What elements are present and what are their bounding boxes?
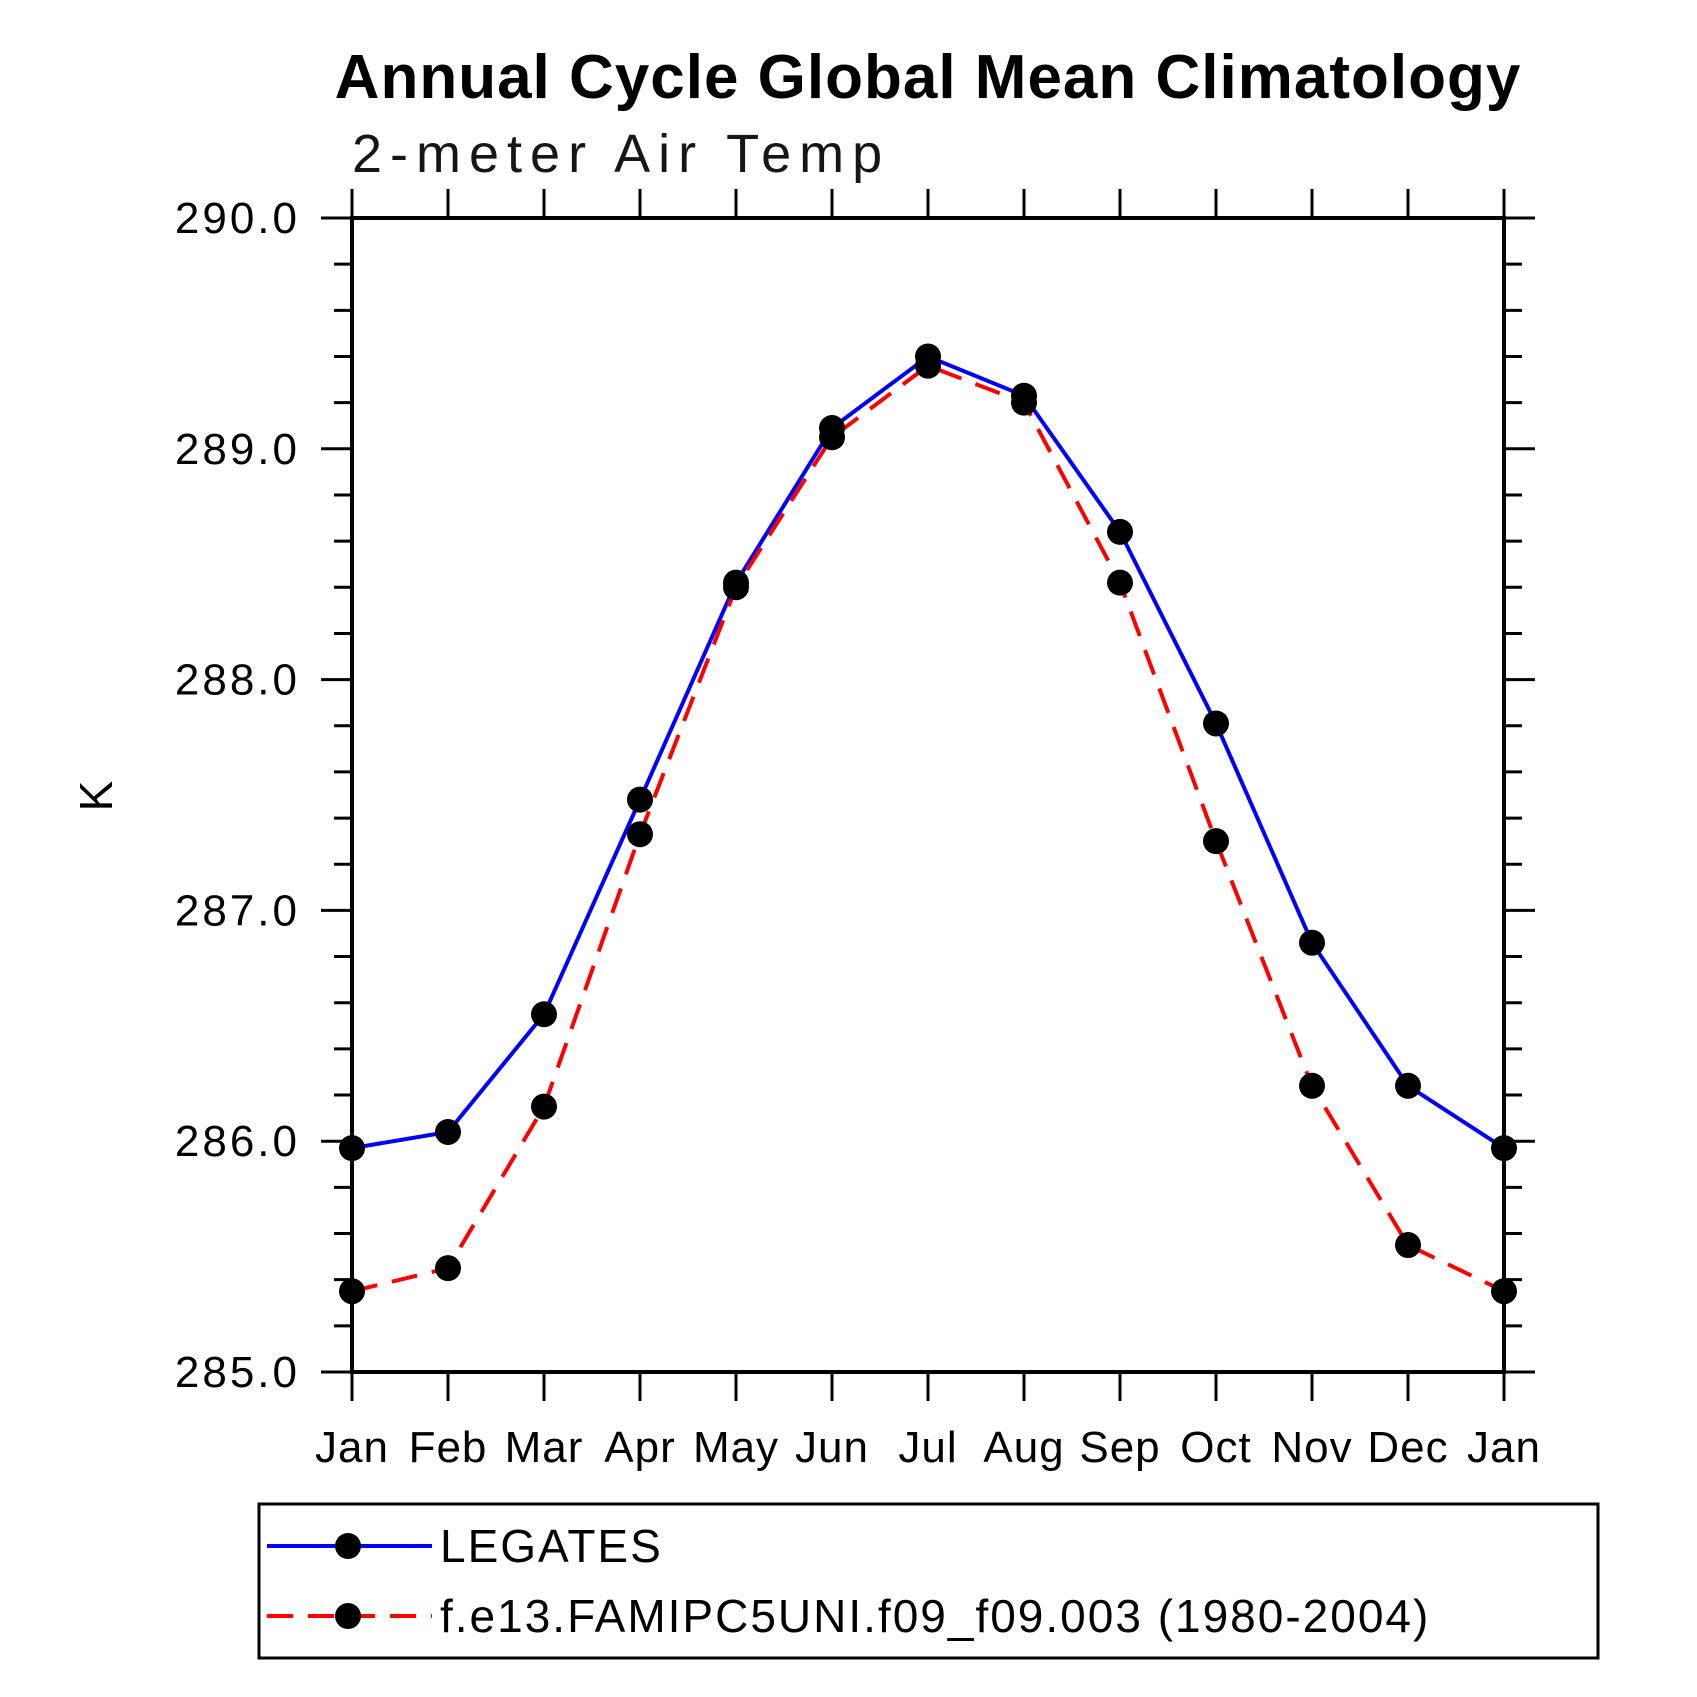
legend-marker-sample bbox=[335, 1603, 361, 1629]
data-point-marker bbox=[1107, 518, 1133, 545]
x-tick-label: Jan bbox=[1467, 1423, 1541, 1472]
x-tick-label: Aug bbox=[983, 1423, 1064, 1472]
data-point-marker bbox=[1299, 929, 1325, 956]
x-tick-label: Oct bbox=[1180, 1423, 1251, 1472]
data-point-marker bbox=[339, 1278, 365, 1305]
data-point-marker bbox=[915, 352, 941, 379]
x-tick-label: Nov bbox=[1271, 1423, 1352, 1472]
y-tick-label: 290.0 bbox=[175, 194, 300, 243]
data-point-marker bbox=[1395, 1072, 1421, 1099]
data-point-marker bbox=[1107, 569, 1133, 596]
data-point-marker bbox=[723, 574, 749, 601]
data-point-marker bbox=[1299, 1072, 1325, 1099]
x-tick-label: Mar bbox=[505, 1423, 584, 1472]
x-tick-label: May bbox=[693, 1423, 779, 1472]
x-tick-label: Apr bbox=[604, 1423, 675, 1472]
data-series bbox=[339, 343, 1517, 1305]
x-tick-label: Jul bbox=[898, 1423, 957, 1472]
series-line bbox=[351, 354, 1506, 1151]
data-point-marker bbox=[1395, 1232, 1421, 1259]
x-tick-label: Feb bbox=[409, 1423, 488, 1472]
legend-border bbox=[257, 1502, 1600, 1660]
data-point-marker bbox=[1491, 1278, 1517, 1305]
x-tick-label: Jun bbox=[795, 1423, 869, 1472]
y-tick-label: 285.0 bbox=[175, 1348, 300, 1397]
data-point-marker bbox=[1203, 710, 1229, 737]
data-point-marker bbox=[339, 1135, 365, 1162]
chart-subtitle: 2-meter Air Temp bbox=[352, 124, 890, 184]
y-tick-label: 286.0 bbox=[175, 1117, 300, 1166]
x-tick-label: Jan bbox=[315, 1423, 389, 1472]
legend-box: LEGATES f.e13.FAMIPC5UNI.f09_f09.003 (198… bbox=[257, 1502, 1600, 1660]
series-line bbox=[351, 363, 1505, 1294]
legend-entry-label: LEGATES bbox=[440, 1520, 663, 1572]
data-point-marker bbox=[435, 1255, 461, 1282]
legend-marker-sample bbox=[335, 1533, 361, 1559]
data-point-marker bbox=[627, 821, 653, 848]
x-tick-label: Sep bbox=[1079, 1423, 1160, 1472]
chart-title: Annual Cycle Global Mean Climatology bbox=[335, 43, 1522, 112]
data-point-marker bbox=[531, 1093, 557, 1120]
data-point-marker bbox=[819, 424, 845, 451]
y-axis-label: K bbox=[70, 779, 122, 812]
data-point-marker bbox=[435, 1118, 461, 1145]
data-point-marker bbox=[627, 786, 653, 813]
y-tick-label: 289.0 bbox=[175, 425, 300, 474]
plot-frame bbox=[350, 216, 1506, 1374]
legend-entry-label: f.e13.FAMIPC5UNI.f09_f09.003 (1980-2004) bbox=[440, 1590, 1430, 1642]
y-tick-label: 287.0 bbox=[175, 886, 300, 935]
x-tick-label: Dec bbox=[1367, 1423, 1448, 1472]
data-point-marker bbox=[1203, 828, 1229, 855]
axes-frame-and-ticks: 285.0 286.0 287.0 288.0 289.0 290.0 Jan Feb Mar A… bbox=[175, 189, 1541, 1472]
data-point-marker bbox=[531, 1001, 557, 1028]
data-point-marker bbox=[1491, 1135, 1517, 1162]
y-tick-label: 288.0 bbox=[175, 656, 300, 705]
data-point-marker bbox=[1011, 389, 1037, 416]
